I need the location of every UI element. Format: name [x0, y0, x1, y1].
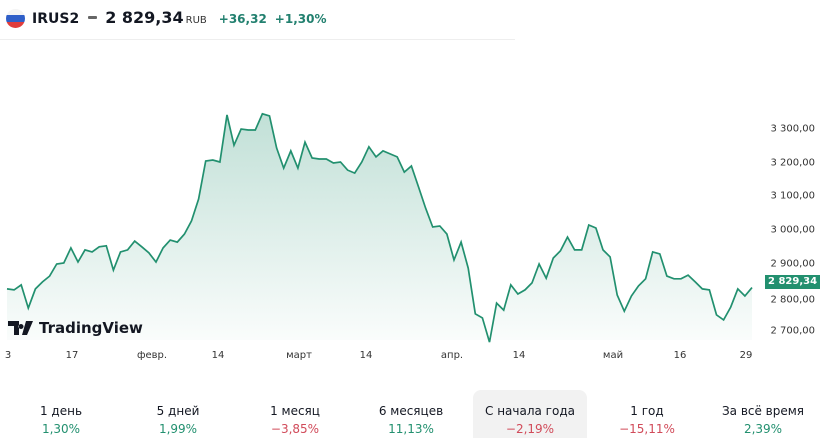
y-axis-label: 3 200,00 — [770, 157, 815, 169]
period-change: −3,85% — [270, 422, 320, 436]
last-price: 2 829,34 — [105, 8, 184, 27]
y-axis-label: 2 900,00 — [770, 258, 815, 270]
tradingview-logo[interactable]: TradingView — [8, 319, 143, 337]
tradingview-logo-text: TradingView — [39, 319, 143, 337]
x-axis-label: 3 — [4, 350, 12, 361]
period-change: 11,13% — [388, 422, 434, 436]
period-5[interactable]: 1 год −15,11% — [590, 390, 704, 438]
period-change: 1,30% — [41, 422, 81, 436]
last-price-badge: 2 829,34 — [765, 275, 821, 289]
price-chart[interactable] — [0, 40, 760, 350]
x-axis-label: апр. — [440, 350, 464, 361]
x-axis-label: февр. — [136, 350, 168, 361]
x-axis-label: май — [602, 350, 624, 361]
separator-dash — [88, 16, 98, 19]
symbol-name[interactable]: IRUS2 — [32, 11, 80, 27]
price-change: +36,32 — [218, 12, 267, 26]
y-axis-label: 2 700,00 — [770, 325, 815, 337]
x-axis-label: 14 — [211, 350, 225, 361]
x-axis-label: 17 — [65, 350, 79, 361]
x-axis-label: 14 — [512, 350, 526, 361]
x-axis-label: 14 — [359, 350, 373, 361]
price-area-fill — [7, 113, 752, 343]
period-2[interactable]: 1 месяц −3,85% — [238, 390, 352, 438]
period-change: 2,39% — [743, 422, 783, 436]
currency: RUB — [185, 15, 207, 26]
period-label: 5 дней — [156, 404, 200, 418]
x-axis-label: 16 — [673, 350, 687, 361]
period-change: −2,19% — [505, 422, 555, 436]
y-axis-label: 3 000,00 — [770, 224, 815, 236]
symbol-header: IRUS2 2 829,34 RUB +36,32 +1,30% — [0, 0, 515, 40]
y-axis-label: 3 100,00 — [770, 190, 815, 202]
period-change: 1,99% — [158, 422, 198, 436]
period-performance-row: 1 день 1,30% 5 дней 1,99% 1 месяц −3,85% 6 мес… — [0, 390, 827, 438]
y-axis-label: 3 300,00 — [770, 123, 815, 135]
period-change: −15,11% — [619, 422, 675, 436]
period-0[interactable]: 1 день 1,30% — [4, 390, 118, 438]
tradingview-logo-icon — [8, 321, 33, 335]
period-label: 1 день — [39, 404, 83, 418]
period-4[interactable]: С начала года −2,19% — [473, 390, 587, 438]
period-label: С начала года — [485, 404, 575, 418]
period-1[interactable]: 5 дней 1,99% — [121, 390, 235, 438]
price-change-percent: +1,30% — [274, 12, 327, 26]
period-label: 1 год — [630, 404, 664, 418]
period-6[interactable]: За всё время 2,39% — [706, 390, 820, 438]
x-axis-label: 29 — [739, 350, 753, 361]
period-label: 1 месяц — [270, 404, 320, 418]
period-label: За всё время — [721, 404, 805, 418]
period-3[interactable]: 6 месяцев 11,13% — [354, 390, 468, 438]
x-axis-label: март — [286, 350, 312, 361]
price-line — [6, 112, 753, 343]
y-axis-label: 2 800,00 — [770, 294, 815, 306]
period-label: 6 месяцев — [378, 404, 444, 418]
russia-flag-icon — [6, 9, 25, 28]
